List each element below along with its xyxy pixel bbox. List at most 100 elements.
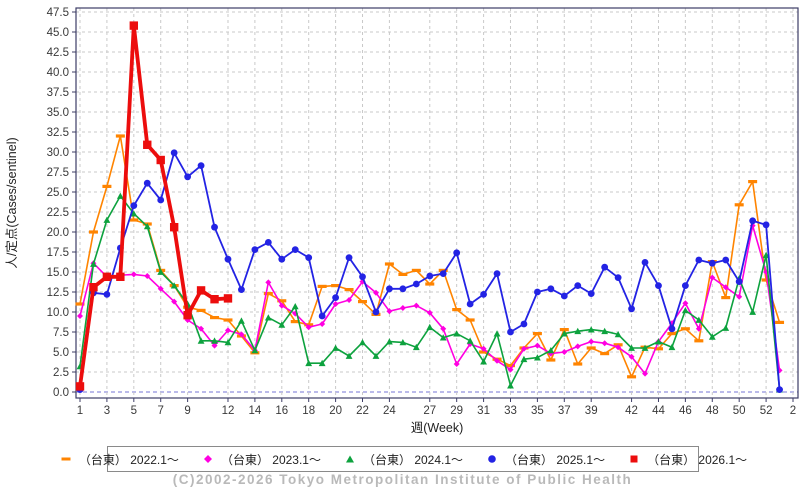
data-point xyxy=(668,343,676,351)
data-point xyxy=(130,271,137,278)
data-point xyxy=(762,221,770,229)
data-point xyxy=(453,361,460,367)
data-point xyxy=(318,359,326,367)
data-point xyxy=(77,313,83,319)
legend-item: （台東） 2024.1～ xyxy=(343,451,463,468)
data-point xyxy=(238,317,245,324)
x-tick-label: 42 xyxy=(625,405,638,417)
y-tick-label: 10.0 xyxy=(47,307,69,319)
circle-marker-icon xyxy=(488,455,496,463)
data-point xyxy=(210,295,219,304)
data-point xyxy=(251,246,259,254)
data-point xyxy=(682,300,689,307)
data-point xyxy=(144,273,151,279)
data-point xyxy=(345,254,353,261)
legend-item-label: （台東） 2023.1～ xyxy=(220,452,321,467)
data-point xyxy=(426,272,434,280)
x-tick-label: 7 xyxy=(158,405,164,417)
data-point xyxy=(695,256,703,264)
data-point xyxy=(372,352,380,359)
data-point xyxy=(170,149,178,157)
y-tick-label: 15.0 xyxy=(47,267,69,279)
data-point xyxy=(547,347,555,354)
y-tick-label: 17.5 xyxy=(47,247,69,259)
data-point xyxy=(439,270,447,277)
data-point xyxy=(223,294,233,303)
y-tick-label: 25.0 xyxy=(47,187,69,199)
x-tick-label: 9 xyxy=(184,405,190,417)
data-point xyxy=(628,344,635,351)
legend-item: （台東） 2026.1～ xyxy=(627,451,747,468)
x-tick-label: 20 xyxy=(329,405,342,417)
data-point xyxy=(601,327,609,335)
data-point xyxy=(143,140,152,149)
data-point xyxy=(588,338,595,345)
data-point xyxy=(453,330,461,337)
data-point xyxy=(776,386,783,393)
data-point xyxy=(722,324,730,331)
copyright-text: (C)2002-2026 Tokyo Metropolitan Institut… xyxy=(172,472,633,487)
x-tick-label: 48 xyxy=(706,405,719,417)
y-tick-label: 32.5 xyxy=(47,127,69,139)
x-tick-label: 22 xyxy=(356,405,369,417)
data-point xyxy=(601,263,609,271)
data-point xyxy=(761,278,771,282)
data-point xyxy=(211,337,218,344)
data-point xyxy=(332,294,340,301)
y-tick-label: 5.0 xyxy=(53,347,69,359)
y-tick-label: 45.0 xyxy=(47,27,69,39)
x-tick-label: 44 xyxy=(652,405,665,417)
data-point xyxy=(264,314,272,321)
data-point xyxy=(398,272,408,276)
data-point xyxy=(655,338,662,345)
x-tick-label: 29 xyxy=(450,405,463,417)
y-tick-label: 47.5 xyxy=(47,7,69,19)
data-point xyxy=(238,286,245,293)
y-tick-label: 35.0 xyxy=(47,107,69,119)
data-point xyxy=(171,298,178,305)
data-point xyxy=(532,332,542,336)
data-point xyxy=(667,332,677,336)
data-point xyxy=(290,320,300,324)
data-point xyxy=(520,355,528,363)
data-point xyxy=(130,210,138,217)
data-point xyxy=(224,255,232,263)
data-point xyxy=(197,337,205,344)
data-point xyxy=(224,339,232,346)
data-point xyxy=(749,308,757,315)
x-tick-label: 52 xyxy=(760,405,773,417)
data-point xyxy=(453,249,461,257)
data-point xyxy=(196,308,206,312)
data-point xyxy=(709,274,716,281)
data-point xyxy=(546,358,556,362)
chart-canvas: 1 3 5 7 9 12 14 16 18 20 22 24 27 29 31 33 35 37 39 42 44 46 4… xyxy=(4,7,799,435)
x-tick-label: 37 xyxy=(558,405,571,417)
data-point xyxy=(129,218,139,222)
data-point xyxy=(103,291,111,298)
data-point xyxy=(440,325,447,332)
data-point xyxy=(748,180,758,184)
data-point xyxy=(358,300,368,304)
legend-item-label: （台東） 2024.1～ xyxy=(362,452,464,467)
data-point xyxy=(426,323,434,331)
data-point xyxy=(278,255,286,263)
data-point xyxy=(143,179,151,187)
data-point xyxy=(439,334,447,341)
data-point xyxy=(560,330,568,337)
data-point xyxy=(425,282,435,286)
data-point xyxy=(465,318,475,322)
data-point xyxy=(695,316,703,323)
data-point xyxy=(533,288,541,296)
x-tick-label: 46 xyxy=(679,405,692,417)
data-point xyxy=(102,272,112,281)
data-point xyxy=(586,346,596,350)
data-point xyxy=(346,297,353,303)
data-point xyxy=(278,321,286,328)
x-tick-label: 24 xyxy=(383,405,396,417)
data-point xyxy=(507,328,514,336)
data-point xyxy=(655,282,662,289)
legend-item-label: （台東） 2022.1～ xyxy=(78,452,179,467)
data-point xyxy=(505,364,515,368)
y-tick-label: 42.5 xyxy=(47,47,69,59)
data-point xyxy=(197,162,205,170)
